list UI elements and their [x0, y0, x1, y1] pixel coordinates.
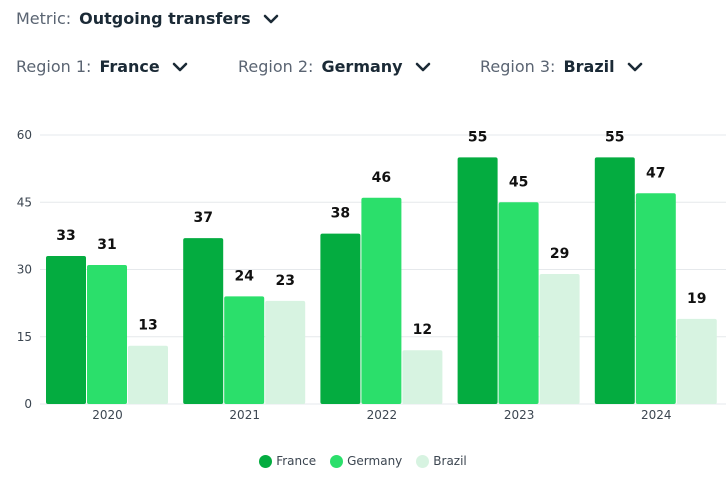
data-label: 37 — [193, 210, 212, 226]
region3-label: Region 3: — [480, 57, 556, 76]
data-label: 12 — [413, 322, 432, 338]
bar — [128, 345, 168, 404]
legend-swatch — [259, 454, 273, 468]
data-label: 45 — [509, 174, 528, 190]
region2-value[interactable]: Germany — [321, 57, 403, 76]
bar — [676, 318, 717, 404]
region3-value[interactable]: Brazil — [563, 57, 615, 76]
bar — [183, 238, 224, 404]
legend-label: Brazil — [433, 454, 467, 468]
bar — [265, 300, 306, 404]
data-label: 46 — [372, 170, 391, 186]
data-label: 19 — [687, 291, 706, 307]
y-tick-label: 60 — [17, 128, 32, 142]
legend-swatch — [330, 454, 344, 468]
data-label: 13 — [138, 318, 157, 334]
region1-label: Region 1: — [16, 57, 92, 76]
chart-legend: France Germany Brazil — [0, 454, 726, 468]
legend-label: France — [276, 454, 317, 468]
data-label: 33 — [56, 228, 75, 244]
x-tick-label: 2020 — [92, 408, 123, 422]
bar — [539, 273, 580, 404]
y-tick-label: 30 — [17, 263, 32, 277]
legend-swatch — [416, 454, 430, 468]
chevron-down-icon[interactable] — [627, 61, 643, 73]
chevron-down-icon[interactable] — [263, 13, 279, 25]
region1-value[interactable]: France — [99, 57, 160, 76]
metric-label: Metric: — [16, 9, 72, 28]
y-tick-label: 45 — [17, 195, 32, 209]
legend-item-brazil[interactable]: Brazil — [416, 454, 467, 468]
chevron-down-icon[interactable] — [172, 61, 188, 73]
bar — [87, 265, 127, 404]
data-label: 55 — [468, 129, 487, 145]
x-tick-label: 2021 — [229, 408, 260, 422]
metric-value[interactable]: Outgoing transfers — [79, 9, 251, 28]
y-tick-label: 0 — [24, 397, 32, 411]
bar-chart: 0 15 30 45 60 33 31 13 2020 37 24 23 2021 38 46 12 2022 5… — [17, 128, 726, 422]
data-label: 29 — [550, 246, 569, 262]
bar — [498, 202, 539, 404]
bar — [361, 197, 402, 404]
region1-selector[interactable]: Region 1: France — [16, 57, 188, 76]
bar — [320, 233, 361, 404]
data-label: 55 — [605, 129, 624, 145]
bar — [457, 157, 498, 404]
x-tick-label: 2023 — [504, 408, 535, 422]
data-label: 24 — [234, 268, 254, 284]
data-label: 47 — [646, 165, 665, 181]
bar — [224, 296, 265, 404]
bar — [594, 157, 635, 404]
metric-selector[interactable]: Metric: Outgoing transfers — [16, 9, 279, 28]
bar — [402, 350, 443, 404]
legend-label: Germany — [347, 454, 403, 468]
bar — [46, 256, 86, 404]
region3-selector[interactable]: Region 3: Brazil — [480, 57, 643, 76]
region2-selector[interactable]: Region 2: Germany — [238, 57, 431, 76]
x-tick-label: 2024 — [641, 408, 672, 422]
region2-label: Region 2: — [238, 57, 314, 76]
data-label: 23 — [275, 273, 294, 289]
legend-item-france[interactable]: France — [259, 454, 316, 468]
legend-item-germany[interactable]: Germany — [330, 454, 402, 468]
chevron-down-icon[interactable] — [415, 61, 431, 73]
x-tick-label: 2022 — [367, 408, 398, 422]
bar — [635, 193, 676, 404]
y-tick-label: 15 — [17, 330, 32, 344]
data-label: 31 — [97, 237, 116, 253]
data-label: 38 — [331, 206, 350, 222]
